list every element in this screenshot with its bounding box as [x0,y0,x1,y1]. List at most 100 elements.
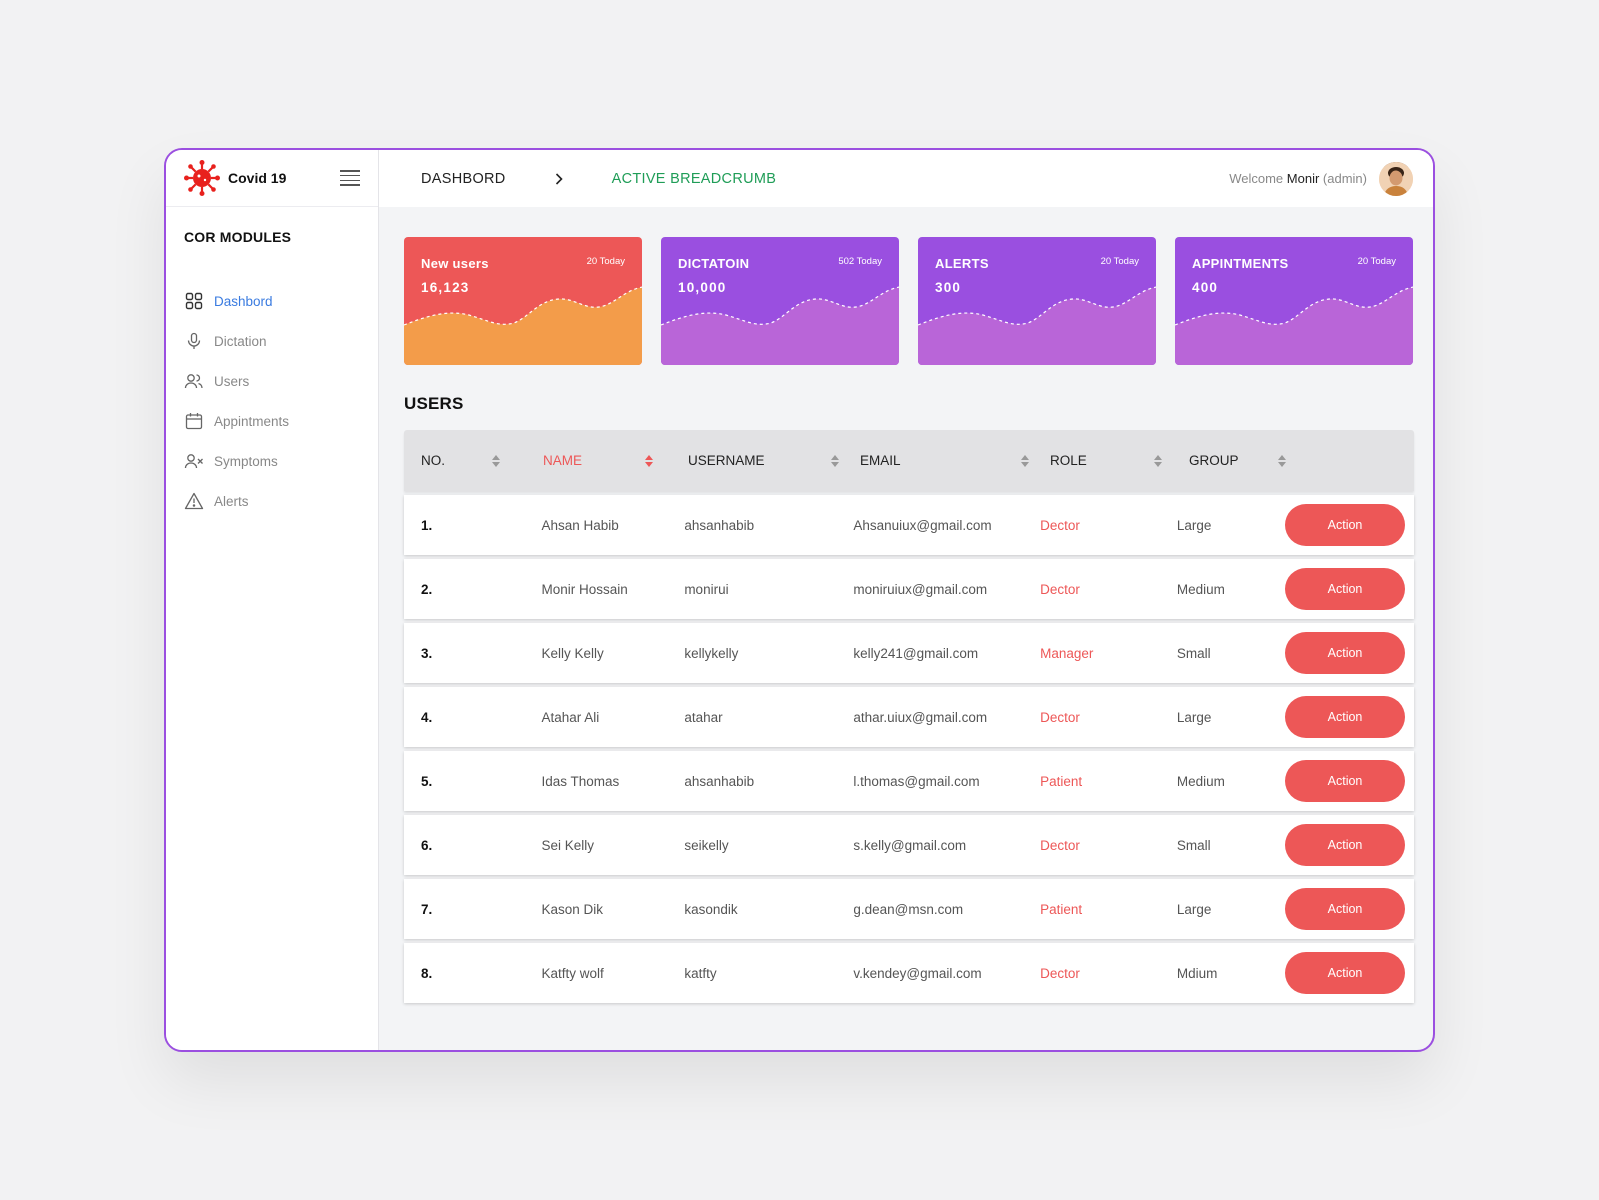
grid-icon [184,291,204,311]
table-row: 1. Ahsan Habib ahsanhabib Ahsanuiux@gmai… [404,495,1414,555]
stat-value: 10,000 [678,280,727,295]
cell-no: 7. [421,901,433,917]
stat-title: ALERTS [935,256,989,271]
cell-role: Dector [1040,581,1080,597]
action-button[interactable]: Action [1285,760,1406,802]
column-label: ROLE [1050,453,1087,468]
cell-no: 6. [421,837,433,853]
cell-group: Medium [1176,773,1225,789]
cell-role: Patient [1040,773,1083,789]
cell-name: Idas Thomas [541,773,620,789]
sort-icon [1278,454,1286,467]
cell-group: Large [1176,901,1212,917]
user-role: (admin) [1322,171,1367,186]
sidebar-item-symptoms[interactable]: Symptoms [166,441,378,481]
sidebar-item-dashbord[interactable]: Dashbord [166,281,378,321]
cell-action: Action [1285,952,1414,994]
cell-email: v.kendey@gmail.com [853,965,982,981]
cell-username: ahsanhabib [684,773,755,789]
cell-email: athar.uiux@gmail.com [853,709,988,725]
cell-username: seikelly [684,837,729,853]
stat-card-appintments[interactable]: APPINTMENTS 400 20 Today [1175,237,1413,365]
action-button[interactable]: Action [1285,888,1406,930]
cell-name: Kelly Kelly [541,645,604,661]
cell-no: 2. [421,581,433,597]
action-button[interactable]: Action [1285,504,1406,546]
table-row: 5. Idas Thomas ahsanhabib l.thomas@gmail… [404,751,1414,811]
cell-group: Medium [1176,581,1225,597]
cell-group: Mdium [1176,965,1218,981]
sidebar-item-alerts[interactable]: Alerts [166,481,378,521]
chevron-right-icon [555,172,563,185]
stat-title: New users [421,256,489,271]
cell-group: Large [1176,709,1212,725]
column-label: GROUP [1189,453,1239,468]
stat-value: 300 [935,280,962,295]
column-label: EMAIL [860,453,901,468]
main-content: New users 16,123 20 Today DICTATOIN 10,0… [379,207,1433,1050]
stat-title: APPINTMENTS [1192,256,1289,271]
cell-username: kasondik [684,901,738,917]
action-button[interactable]: Action [1285,632,1406,674]
sidebar-item-dictation[interactable]: Dictation [166,321,378,361]
cell-role: Dector [1040,965,1080,981]
cell-email: l.thomas@gmail.com [853,773,980,789]
cell-no: 1. [421,517,433,533]
cell-name: Monir Hossain [541,581,628,597]
sidebar-item-label: Symptoms [214,453,278,469]
column-label: USERNAME [688,453,765,468]
column-header-no[interactable]: NO. [404,453,529,468]
sidebar-item-appintments[interactable]: Appintments [166,401,378,441]
stat-value: 400 [1192,280,1219,295]
cell-role: Patient [1040,901,1083,917]
stat-title: DICTATOIN [678,256,750,271]
cell-action: Action [1285,760,1414,802]
cell-action: Action [1285,504,1414,546]
stat-card-dictation[interactable]: DICTATOIN 10,000 502 Today [661,237,899,365]
cell-action: Action [1285,632,1414,674]
area-wave-graphic [661,286,899,365]
sidebar: Covid 19 COR MODULES Dashbord [166,150,379,1050]
sidebar-item-label: Users [214,373,250,389]
column-header-role[interactable]: ROLE [1042,453,1181,468]
stat-card-new-users[interactable]: New users 16,123 20 Today [404,237,642,365]
cell-group: Small [1176,645,1211,661]
welcome-text: Welcome Monir (admin) [1229,171,1367,186]
table-row: 6. Sei Kelly seikelly s.kelly@gmail.com … [404,815,1414,875]
area-wave-graphic [1175,286,1413,365]
stat-card-alerts[interactable]: ALERTS 300 20 Today [918,237,1156,365]
action-button[interactable]: Action [1285,696,1406,738]
sort-icon [1021,454,1029,467]
cell-username: atahar [684,709,723,725]
column-header-name[interactable]: NAME [529,453,674,468]
sidebar-section-title: COR MODULES [184,229,292,245]
cell-name: Atahar Ali [541,709,600,725]
action-button[interactable]: Action [1285,568,1406,610]
action-button[interactable]: Action [1285,824,1406,866]
cell-username: kellykelly [684,645,739,661]
column-label: NO. [421,453,446,468]
avatar[interactable] [1379,161,1413,196]
cell-no: 8. [421,965,433,981]
action-button[interactable]: Action [1285,952,1406,994]
welcome-prefix: Welcome [1229,171,1284,186]
brand: Covid 19 [166,150,378,207]
stat-badge: 502 Today [838,256,882,267]
sort-icon [831,454,839,467]
stat-badge: 20 Today [586,256,625,267]
sidebar-item-users[interactable]: Users [166,361,378,401]
breadcrumb-home-link[interactable]: DASHBORD [421,170,506,187]
virus-logo-icon [184,160,220,196]
cell-username: ahsanhabib [684,517,755,533]
column-header-username[interactable]: USERNAME [674,453,852,468]
stat-cards: New users 16,123 20 Today DICTATOIN 10,0… [404,237,1413,365]
cell-name: Kason Dik [541,901,603,917]
menu-toggle-icon[interactable] [340,170,360,186]
table-row: 3. Kelly Kelly kellykelly kelly241@gmail… [404,623,1414,683]
cell-name: Sei Kelly [541,837,594,853]
column-header-group[interactable]: GROUP [1181,453,1299,468]
cell-role: Manager [1040,645,1094,661]
column-header-email[interactable]: EMAIL [852,453,1042,468]
area-wave-graphic [404,286,642,365]
area-wave-graphic [918,286,1156,365]
